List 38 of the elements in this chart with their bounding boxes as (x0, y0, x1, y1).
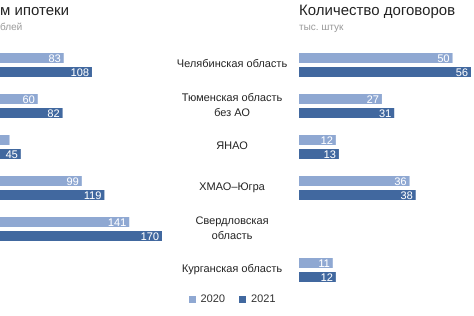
data-label: 12 (320, 134, 333, 147)
data-label: 36 (394, 176, 407, 188)
data-label: 13 (324, 148, 336, 161)
bar (299, 176, 410, 186)
data-label: 31 (378, 108, 392, 120)
data-label: 99 (66, 176, 79, 188)
y-tick-label: Свердловская область (194, 214, 270, 244)
data-label: 82 (47, 108, 60, 120)
data-label: 83 (48, 52, 61, 65)
chart-subtitle: тыс. штук (299, 22, 344, 33)
bar (299, 67, 471, 77)
data-label: 27 (366, 94, 379, 106)
data-label: 141 (108, 216, 126, 229)
bar (299, 190, 416, 200)
data-label: 60 (22, 94, 35, 106)
bar (299, 94, 382, 104)
data-label: 170 (140, 230, 159, 243)
data-label: 56 (456, 66, 468, 79)
data-label: 119 (84, 190, 102, 202)
legend-label: 2020 (200, 293, 225, 305)
bar (299, 108, 394, 118)
y-tick-label: Тюменская область без АО (180, 90, 284, 120)
data-label: 50 (437, 52, 450, 65)
data-label: 45 (6, 148, 18, 161)
y-tick-label: ХМАО–Югра (198, 180, 266, 195)
bar (299, 258, 333, 268)
data-label: 108 (70, 66, 89, 79)
chart-subtitle: блей (0, 22, 22, 33)
y-tick-label: ЯНАО (215, 139, 249, 154)
y-tick-label: Курганская область (180, 262, 284, 277)
data-label: 11 (318, 258, 330, 270)
chart-title: м ипотеки (0, 2, 69, 19)
data-label: 12 (320, 272, 333, 284)
chart-title: Количество договоров (299, 2, 456, 19)
data-label: 38 (400, 190, 413, 202)
bar (299, 53, 453, 63)
legend-label: 2021 (250, 293, 276, 305)
y-tick-label: Челябинская область (176, 57, 288, 72)
